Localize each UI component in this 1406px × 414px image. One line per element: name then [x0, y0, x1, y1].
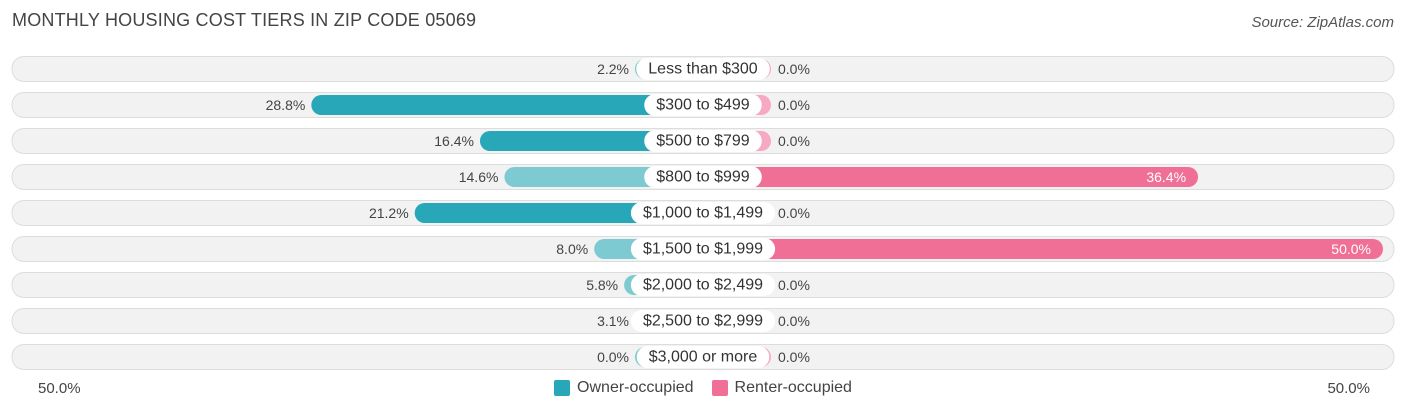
owner-value-label: 28.8%	[266, 97, 306, 113]
legend-owner-label: Owner-occupied	[577, 379, 694, 396]
category-label: $1,500 to $1,999	[643, 241, 763, 258]
renter-value-label: 50.0%	[1331, 241, 1371, 257]
renter-value-label: 36.4%	[1146, 169, 1186, 185]
category-pill	[630, 238, 776, 260]
category-label: $2,500 to $2,999	[643, 313, 763, 330]
legend-owner-swatch	[554, 380, 571, 396]
legend-renter: Renter-occupied	[711, 379, 852, 397]
category-pill	[636, 346, 770, 368]
legend-owner: Owner-occupied	[554, 379, 694, 397]
category-pill	[630, 202, 776, 224]
category-pill	[630, 310, 776, 332]
category-label: $800 to $999	[656, 169, 750, 186]
owner-bar	[311, 95, 703, 115]
category-label: Less than $300	[648, 61, 758, 78]
category-label: $1,000 to $1,499	[643, 205, 763, 222]
legend: Owner-occupied Renter-occupied	[0, 379, 1406, 397]
owner-value-label: 3.1%	[597, 313, 629, 329]
category-pill	[630, 274, 776, 296]
renter-value-label: 0.0%	[778, 277, 810, 293]
renter-value-label: 0.0%	[778, 133, 810, 149]
category-pill	[644, 166, 762, 188]
legend-renter-swatch	[711, 380, 728, 396]
owner-bar	[414, 203, 703, 223]
category-pill	[636, 58, 770, 80]
owner-value-label: 2.2%	[597, 61, 629, 77]
legend-renter-label: Renter-occupied	[734, 379, 852, 396]
owner-value-label: 14.6%	[459, 169, 499, 185]
category-pill	[644, 130, 762, 152]
owner-value-label: 8.0%	[556, 241, 588, 257]
source-note: Source: ZipAtlas.com	[1251, 14, 1394, 31]
renter-value-label: 0.0%	[778, 61, 810, 77]
owner-value-label: 0.0%	[597, 349, 629, 365]
renter-value-label: 0.0%	[778, 313, 810, 329]
owner-value-label: 16.4%	[434, 133, 474, 149]
axis-right-label: 50.0%	[1327, 380, 1370, 397]
renter-bar	[703, 239, 1383, 259]
axis-left-label: 50.0%	[38, 380, 81, 397]
owner-value-label: 21.2%	[369, 205, 409, 221]
owner-value-label: 5.8%	[586, 277, 618, 293]
category-label: $500 to $799	[656, 133, 750, 150]
renter-bar	[703, 167, 1199, 187]
renter-value-label: 0.0%	[778, 97, 810, 113]
category-label: $2,000 to $2,499	[643, 277, 763, 294]
renter-value-label: 0.0%	[778, 205, 810, 221]
category-pill	[644, 94, 762, 116]
category-label: $300 to $499	[656, 97, 750, 114]
chart-title: MONTHLY HOUSING COST TIERS IN ZIP CODE 0…	[12, 10, 477, 30]
category-label: $3,000 or more	[649, 349, 758, 366]
renter-value-label: 0.0%	[778, 349, 810, 365]
